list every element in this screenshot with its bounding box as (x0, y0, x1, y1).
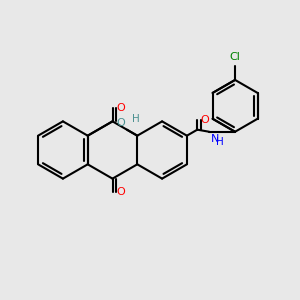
Text: N: N (211, 134, 219, 144)
Text: Cl: Cl (230, 52, 241, 61)
Text: O: O (117, 118, 125, 128)
Text: O: O (116, 103, 125, 113)
Text: O: O (201, 115, 209, 124)
Text: O: O (116, 187, 125, 196)
Text: H: H (132, 114, 140, 124)
Text: H: H (216, 136, 224, 146)
